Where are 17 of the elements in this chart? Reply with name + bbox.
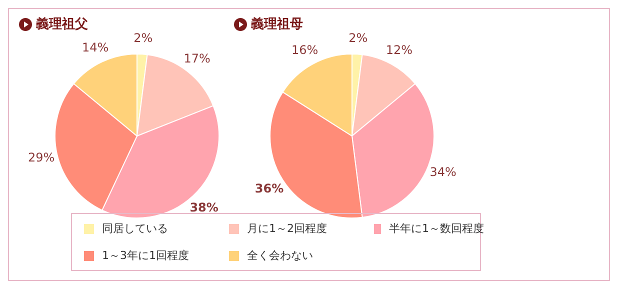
legend-label: 全く会わない: [247, 248, 313, 263]
data-label: 14%: [82, 40, 109, 54]
legend-label: 月に1～2回程度: [247, 221, 327, 236]
data-label: 16%: [291, 43, 318, 58]
data-label: 34%: [430, 165, 456, 180]
data-label: 2%: [134, 31, 153, 46]
data-label: 29%: [28, 150, 55, 164]
legend-label: 半年に1～数回程度: [389, 221, 484, 236]
data-label: 12%: [386, 43, 413, 58]
data-label: 38%: [190, 200, 218, 214]
chart-title: 義理祖父: [36, 16, 88, 33]
data-label: 17%: [184, 52, 210, 66]
data-label: 2%: [348, 31, 368, 46]
chart-title: 義理祖母: [251, 16, 303, 33]
data-label: 36%: [254, 182, 284, 196]
legend-label: 1～3年に1回程度: [102, 248, 189, 263]
legend-label: 同居している: [102, 221, 168, 236]
